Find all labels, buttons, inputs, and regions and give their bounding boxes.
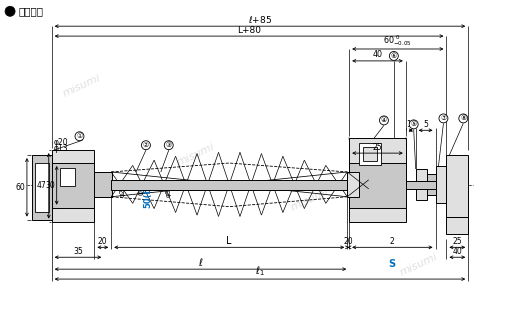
Circle shape: [380, 116, 388, 125]
Text: φ: φ: [136, 190, 145, 195]
Bar: [111, 180, 347, 190]
Circle shape: [409, 120, 418, 129]
Text: $60^{\ 0}_{-0.05}$: $60^{\ 0}_{-0.05}$: [383, 32, 413, 48]
Text: φ20: φ20: [54, 138, 68, 147]
Text: 5: 5: [423, 120, 428, 129]
Text: 30: 30: [45, 181, 55, 190]
Circle shape: [389, 52, 398, 60]
Text: ④: ④: [381, 117, 387, 123]
Bar: [94, 172, 112, 197]
Bar: [32, 155, 52, 219]
Bar: [416, 169, 426, 200]
Circle shape: [75, 132, 84, 141]
Bar: [406, 181, 436, 189]
Text: ①: ①: [76, 133, 82, 139]
Text: 60: 60: [15, 183, 25, 192]
Text: $\ell$+85: $\ell$+85: [248, 14, 272, 25]
Bar: [447, 155, 468, 217]
Text: φ23: φ23: [120, 183, 126, 197]
Circle shape: [459, 114, 468, 123]
Bar: [436, 166, 447, 203]
Bar: [447, 217, 468, 234]
Text: misumi: misumi: [398, 251, 439, 277]
Bar: [349, 163, 406, 208]
Text: L+80: L+80: [237, 25, 261, 35]
Text: misumi: misumi: [175, 142, 216, 168]
Circle shape: [5, 6, 15, 16]
Circle shape: [164, 141, 173, 150]
Text: 47: 47: [37, 181, 47, 190]
Text: $\ell_1$: $\ell_1$: [255, 264, 265, 278]
Bar: [35, 163, 49, 212]
Text: ⑤: ⑤: [410, 121, 417, 127]
Text: 25: 25: [373, 143, 382, 152]
Text: 50(D): 50(D): [143, 182, 152, 208]
Bar: [359, 143, 381, 165]
Circle shape: [439, 114, 448, 123]
Text: ②: ②: [143, 142, 149, 148]
Text: ⑧: ⑧: [460, 116, 467, 121]
Bar: [363, 147, 377, 161]
Text: misumi: misumi: [61, 73, 102, 99]
Text: φ13: φ13: [54, 144, 68, 153]
Text: 10: 10: [406, 120, 416, 129]
Bar: [347, 172, 359, 197]
Text: 単彌簧型: 単彌簧型: [19, 6, 44, 16]
Bar: [52, 163, 94, 208]
Circle shape: [142, 141, 150, 150]
Bar: [426, 174, 436, 195]
Bar: [52, 150, 94, 221]
Text: 25: 25: [453, 237, 462, 246]
Text: 40: 40: [372, 50, 383, 59]
Text: ⑥: ⑥: [391, 53, 397, 59]
Text: 35: 35: [73, 247, 83, 256]
Text: 20: 20: [98, 237, 108, 246]
Text: ③: ③: [166, 142, 172, 148]
Text: ⑦: ⑦: [440, 116, 447, 121]
Bar: [60, 168, 75, 186]
Text: S: S: [388, 259, 396, 269]
Text: 40: 40: [453, 247, 462, 256]
Text: φ55: φ55: [166, 183, 171, 197]
Text: misumi: misumi: [289, 187, 330, 213]
Text: L: L: [227, 236, 232, 246]
Bar: [94, 172, 112, 197]
Text: 2: 2: [390, 237, 394, 246]
Bar: [349, 138, 406, 221]
Text: $\ell$: $\ell$: [198, 256, 203, 268]
Text: 20: 20: [344, 237, 353, 246]
